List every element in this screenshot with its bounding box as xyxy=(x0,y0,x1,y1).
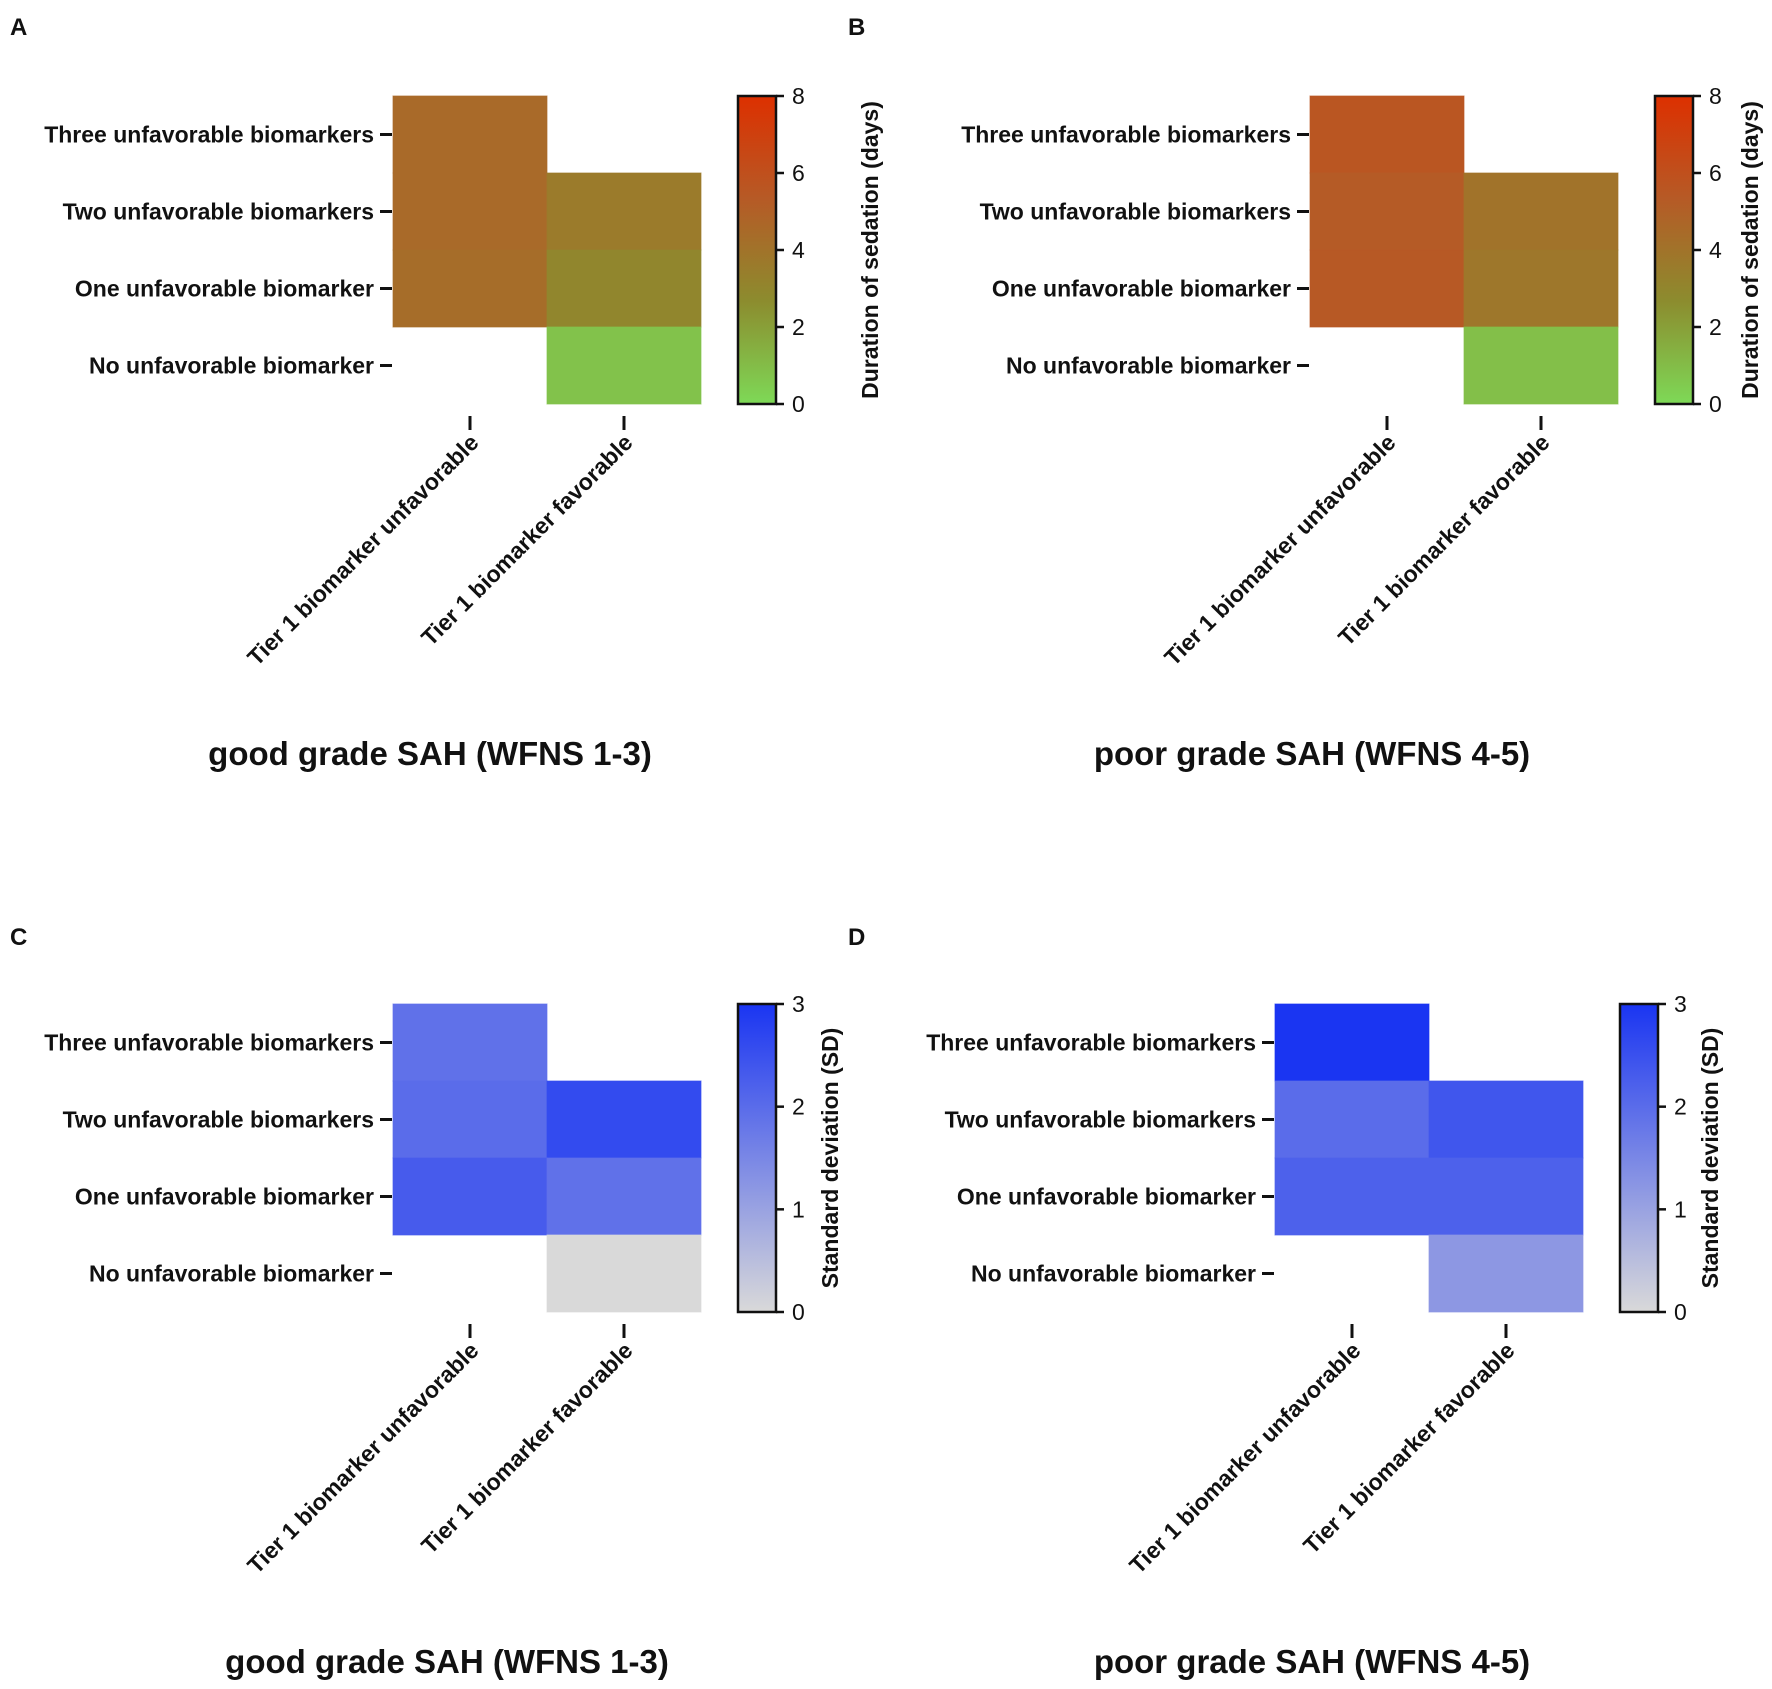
row-label: Three unfavorable biomarkers xyxy=(926,1030,1256,1056)
heatmap-cell xyxy=(1309,95,1465,174)
heatmap-cell xyxy=(392,1003,548,1082)
colorbar-tick-label: 4 xyxy=(1709,237,1722,263)
row-label: Two unfavorable biomarkers xyxy=(63,1107,374,1133)
colorbar-tick-label: 8 xyxy=(1709,83,1722,109)
colorbar-tick-label: 0 xyxy=(1709,391,1722,417)
heatmap-cell xyxy=(546,1234,702,1313)
heatmap-cell xyxy=(546,326,702,405)
row-label: No unfavorable biomarker xyxy=(89,353,374,379)
row-label: Two unfavorable biomarkers xyxy=(63,199,374,225)
colorbar-tick-label: 6 xyxy=(1709,160,1722,186)
colorbar-tick-label: 1 xyxy=(1674,1196,1687,1222)
colorbar-tick-label: 3 xyxy=(1674,991,1687,1017)
heatmap-cell xyxy=(1309,249,1465,328)
colorbar-tick-label: 0 xyxy=(792,391,805,417)
panel-a: A Three unfavorable biomarkers Two unfavor… xyxy=(10,14,883,772)
colorbar-tick-label: 2 xyxy=(792,1094,805,1120)
heatmap-cell xyxy=(1428,1080,1584,1159)
panel-label: A xyxy=(10,14,27,41)
colorbar-tick-label: 8 xyxy=(792,83,805,109)
row-label: One unfavorable biomarker xyxy=(75,276,374,302)
heatmap-cell xyxy=(546,1080,702,1159)
row-label: Three unfavorable biomarkers xyxy=(961,122,1291,148)
panel-label: C xyxy=(10,924,27,951)
colorbar-tick-label: 0 xyxy=(792,1299,805,1325)
heatmap-cell xyxy=(546,172,702,251)
colorbar-tick-label: 0 xyxy=(1674,1299,1687,1325)
colorbar-label: Standard deviation (SD) xyxy=(817,1028,843,1289)
colorbar-label: Duration of sedation (days) xyxy=(1737,101,1763,399)
heatmap-cell xyxy=(392,172,548,251)
panel-title: poor grade SAH (WFNS 4-5) xyxy=(1094,735,1530,772)
colorbar-label: Duration of sedation (days) xyxy=(857,101,883,399)
heatmap-cell xyxy=(392,95,548,174)
panel-label: D xyxy=(848,924,865,951)
row-label: One unfavorable biomarker xyxy=(75,1184,374,1210)
heatmap-cell xyxy=(1309,172,1465,251)
colorbar-tick-label: 2 xyxy=(1709,314,1722,340)
panel-c: C Three unfavorable biomarkers Two unfavor… xyxy=(10,924,843,1680)
heatmap-cell xyxy=(1274,1003,1430,1082)
colorbar-tick-label: 2 xyxy=(1674,1094,1687,1120)
panel-title: poor grade SAH (WFNS 4-5) xyxy=(1094,1643,1530,1680)
panel-title: good grade SAH (WFNS 1-3) xyxy=(225,1643,669,1680)
heatmap-cell xyxy=(546,1157,702,1236)
heatmap-cell xyxy=(1274,1080,1430,1159)
colorbar-label: Standard deviation (SD) xyxy=(1697,1028,1723,1289)
row-label: Two unfavorable biomarkers xyxy=(945,1107,1256,1133)
row-label: One unfavorable biomarker xyxy=(957,1184,1256,1210)
colorbar xyxy=(1618,1002,1660,1314)
row-label: Two unfavorable biomarkers xyxy=(980,199,1291,225)
heatmap-cell xyxy=(1274,1157,1430,1236)
colorbar-tick-label: 6 xyxy=(792,160,805,186)
heatmap-cell xyxy=(546,249,702,328)
row-label: One unfavorable biomarker xyxy=(992,276,1291,302)
heatmap-cell xyxy=(1463,172,1619,251)
panel-d: D Three unfavorable biomarkers Two unfavor… xyxy=(848,924,1723,1680)
heatmap-cell xyxy=(392,1080,548,1159)
row-label: Three unfavorable biomarkers xyxy=(44,1030,374,1056)
heatmap-cell xyxy=(1428,1157,1584,1236)
colorbar-tick-label: 3 xyxy=(792,991,805,1017)
row-label: No unfavorable biomarker xyxy=(1006,353,1291,379)
colorbar-tick-label: 4 xyxy=(792,237,805,263)
panel-b: B Three unfavorable biomarkers Two unfavor… xyxy=(848,14,1763,772)
colorbar-tick-label: 2 xyxy=(792,314,805,340)
panel-title: good grade SAH (WFNS 1-3) xyxy=(208,735,652,772)
heatmap-cell xyxy=(1463,326,1619,405)
colorbar xyxy=(1653,94,1695,406)
row-label: No unfavorable biomarker xyxy=(971,1261,1256,1287)
colorbar xyxy=(736,1002,778,1314)
heatmap-cell xyxy=(392,1157,548,1236)
heatmap-cell xyxy=(1463,249,1619,328)
row-label: No unfavorable biomarker xyxy=(89,1261,374,1287)
colorbar-tick-label: 1 xyxy=(792,1196,805,1222)
colorbar xyxy=(736,94,778,406)
panel-label: B xyxy=(848,14,865,41)
heatmap-cell xyxy=(392,249,548,328)
heatmap-cell xyxy=(1428,1234,1584,1313)
row-label: Three unfavorable biomarkers xyxy=(44,122,374,148)
